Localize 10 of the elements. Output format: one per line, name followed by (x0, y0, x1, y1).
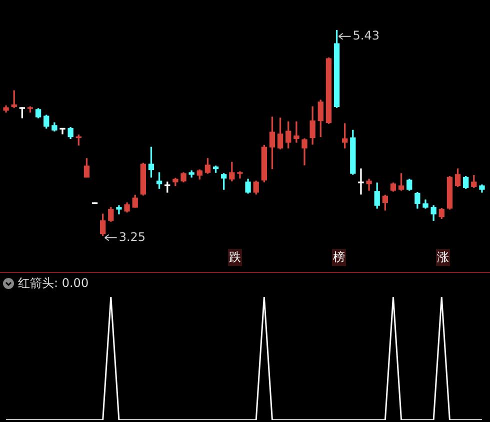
annotation: 5.43 (352, 28, 380, 42)
candlestick (60, 128, 66, 134)
annotation: 3.25 (118, 230, 146, 244)
candlestick (116, 205, 122, 214)
text: 涨 (436, 249, 450, 266)
text: 榜 (332, 249, 346, 266)
text: 跌 (228, 249, 242, 266)
candlestick (358, 168, 364, 195)
candlestick (294, 121, 300, 143)
chart-title: 红箭头: 0.00 (18, 275, 89, 292)
